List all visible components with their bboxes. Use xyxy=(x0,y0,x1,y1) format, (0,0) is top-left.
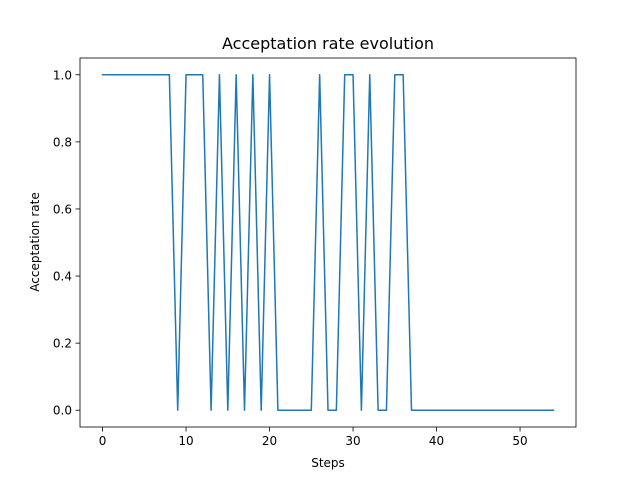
y-tick-label: 0.2 xyxy=(53,337,72,351)
x-tick-label: 50 xyxy=(512,434,527,448)
x-tick-label: 30 xyxy=(345,434,360,448)
x-tick-label: 0 xyxy=(99,434,107,448)
y-tick-label: 0.4 xyxy=(53,270,72,284)
x-tick-label: 40 xyxy=(429,434,444,448)
x-tick-label: 10 xyxy=(178,434,193,448)
plot-area: 0 10 20 30 40 50 0.0 0.2 0.4 0.6 0.8 1.0 xyxy=(53,57,577,448)
chart-title: Acceptation rate evolution xyxy=(222,34,434,53)
y-tick-label: 0.8 xyxy=(53,135,72,149)
y-tick-label: 0.0 xyxy=(53,404,72,418)
y-tick-label: 0.6 xyxy=(53,202,72,216)
y-axis-label: Acceptation rate xyxy=(28,192,42,291)
series-line-0 xyxy=(101,74,555,411)
x-axis-label: Steps xyxy=(311,456,345,470)
plot-frame xyxy=(79,57,577,428)
x-tick-label: 20 xyxy=(262,434,277,448)
y-tick-label: 1.0 xyxy=(53,68,72,82)
